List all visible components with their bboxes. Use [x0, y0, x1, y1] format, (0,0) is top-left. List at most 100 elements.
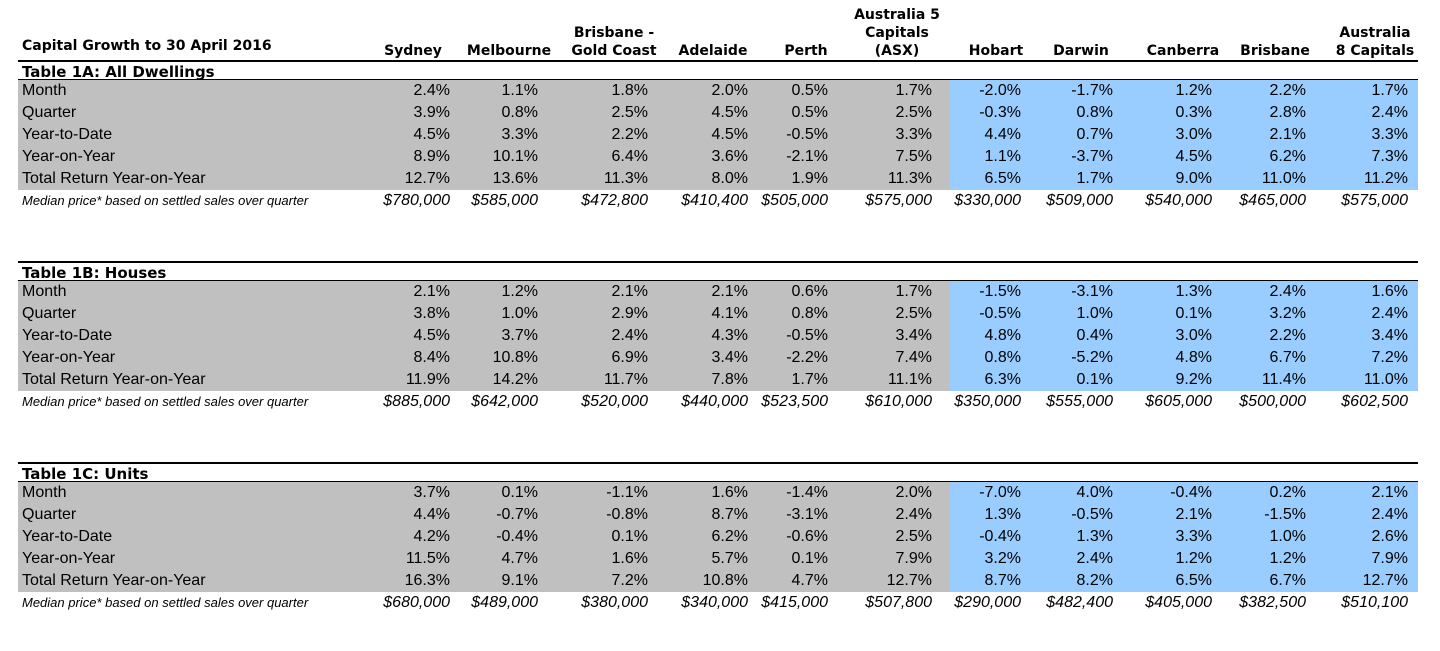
table-cell: 11.4%	[1261, 371, 1306, 388]
table-cell: 3.4%	[1371, 327, 1408, 344]
column-header: Sydney	[384, 43, 442, 59]
table-cell: 1.2%	[1175, 82, 1212, 99]
table-cell: 4.5%	[413, 126, 450, 143]
table-cell: 4.4%	[984, 126, 1021, 143]
table-cell: -1.5%	[979, 283, 1021, 300]
median-price-cell: $472,800	[581, 192, 648, 209]
table-row: Year-to-Date 4.5% 3.3% 2.2% 4.5% -0.5% 3.3% 4.4…	[18, 124, 1418, 146]
table-cell: 2.2%	[1269, 327, 1306, 344]
row-label: Quarter	[22, 104, 77, 121]
blue-band	[950, 124, 1418, 146]
table-cell: 4.5%	[1175, 148, 1212, 165]
table-cell: 10.8%	[702, 572, 748, 589]
table-cell: 7.9%	[895, 550, 932, 567]
table-1b-houses: Table 1B: Houses Month 2.1% 1.2% 2.1% 2.1% 0.…	[18, 261, 1418, 413]
table-cell: 0.4%	[1076, 327, 1113, 344]
blue-band	[950, 146, 1418, 168]
table-cell: 2.4%	[413, 82, 450, 99]
table-cell: 1.2%	[1175, 550, 1212, 567]
median-price-cell: $290,000	[954, 594, 1021, 611]
table-cell: -0.3%	[979, 104, 1021, 121]
table-cell: 2.1%	[711, 283, 748, 300]
table-cell: -2.0%	[979, 82, 1021, 99]
blue-band	[950, 325, 1418, 347]
table-cell: -1.4%	[786, 484, 828, 501]
row-label: Total Return Year-on-Year	[22, 572, 206, 589]
table-cell: 12.7%	[404, 170, 450, 187]
median-price-cell: $405,000	[1145, 594, 1212, 611]
table-cell: 1.7%	[791, 371, 828, 388]
table-cell: -0.5%	[1071, 506, 1113, 523]
table-cell: 4.4%	[413, 506, 450, 523]
table-cell: 4.0%	[1076, 484, 1113, 501]
table-cell: 1.3%	[1175, 283, 1212, 300]
median-price-cell: $523,500	[761, 393, 828, 410]
column-header: Canberra	[1146, 43, 1220, 59]
table-row: Month 2.1% 1.2% 2.1% 2.1% 0.6% 1.7% -1.5% -3.1% 1…	[18, 281, 1418, 303]
table-cell: 0.5%	[791, 104, 828, 121]
table-cell: 1.0%	[1076, 305, 1113, 322]
table-cell: 3.3%	[1371, 126, 1408, 143]
table-cell: 4.1%	[711, 305, 748, 322]
table-cell: -3.1%	[1071, 283, 1113, 300]
table-row: Total Return Year-on-Year 16.3% 9.1% 7.2% 10…	[18, 570, 1418, 592]
table-cell: -3.7%	[1071, 148, 1113, 165]
median-price-cell: $489,000	[471, 594, 538, 611]
table-body: Month 3.7% 0.1% -1.1% 1.6% -1.4% 2.0% -7.0% 4.0%…	[18, 482, 1418, 614]
table-cell: 7.9%	[1371, 550, 1408, 567]
table-cell: 3.6%	[711, 148, 748, 165]
table-cell: -0.6%	[786, 528, 828, 545]
table-cell: 8.9%	[413, 148, 450, 165]
table-cell: 0.7%	[1076, 126, 1113, 143]
table-row: Year-to-Date 4.2% -0.4% 0.1% 6.2% -0.6% 2.5% -0…	[18, 526, 1418, 548]
table-cell: 2.1%	[1175, 506, 1212, 523]
table-cell: 11.1%	[887, 371, 932, 388]
table-cell: 9.1%	[501, 572, 538, 589]
table-cell: 4.8%	[1175, 349, 1212, 366]
table-cell: 2.2%	[1269, 82, 1306, 99]
blue-band	[950, 281, 1418, 303]
table-cell: 0.8%	[501, 104, 538, 121]
table-cell: -1.1%	[606, 484, 648, 501]
column-header: Hobart	[968, 43, 1024, 59]
table-cell: 2.4%	[1371, 506, 1408, 523]
grey-band	[18, 347, 950, 369]
median-price-cell: $507,800	[865, 594, 932, 611]
table-row: Year-on-Year 8.4% 10.8% 6.9% 3.4% -2.2% 7.4% 0.…	[18, 347, 1418, 369]
table-cell: -0.4%	[1170, 484, 1212, 501]
table-cell: -0.5%	[786, 126, 828, 143]
grey-band	[18, 303, 950, 325]
table-cell: 7.8%	[711, 371, 748, 388]
table-cell: 2.1%	[1269, 126, 1306, 143]
table-cell: 1.3%	[984, 506, 1021, 523]
table-row: Month 2.4% 1.1% 1.8% 2.0% 0.5% 1.7% -2.0% -1.7% 1…	[18, 80, 1418, 102]
table-cell: 3.0%	[1175, 126, 1212, 143]
table-cell: 2.4%	[611, 327, 648, 344]
table-cell: 0.8%	[984, 349, 1021, 366]
table-cell: 0.2%	[1269, 484, 1306, 501]
table-cell: 10.8%	[492, 349, 538, 366]
table-1a-all-dwellings: Table 1A: All Dwellings Month 2.4% 1.1% 1.8…	[18, 60, 1418, 212]
median-price-label: Median price* based on settled sales ove…	[22, 193, 309, 208]
median-price-cell: $440,000	[681, 393, 748, 410]
table-cell: 6.7%	[1269, 349, 1306, 366]
table-cell: 1.8%	[611, 82, 648, 99]
median-price-cell: $330,000	[954, 192, 1021, 209]
column-header: Australia 5 Capitals (ASX)	[854, 7, 940, 59]
table-cell: 0.1%	[1076, 371, 1113, 388]
table-cell: 11.7%	[603, 371, 648, 388]
table-cell: 2.8%	[1269, 104, 1306, 121]
column-header: Melbourne	[466, 43, 552, 59]
table-cell: 1.7%	[1076, 170, 1113, 187]
median-price-row: Median price* based on settled sales ove…	[18, 592, 1418, 614]
table-cell: 13.6%	[492, 170, 538, 187]
table-cell: 2.4%	[1371, 305, 1408, 322]
table-cell: 2.4%	[1269, 283, 1306, 300]
table-cell: 6.5%	[984, 170, 1021, 187]
median-price-label: Median price* based on settled sales ove…	[22, 394, 309, 409]
table-cell: 4.3%	[711, 327, 748, 344]
table-cell: 8.4%	[413, 349, 450, 366]
table-cell: 2.0%	[711, 82, 748, 99]
table-cell: 4.8%	[984, 327, 1021, 344]
table-cell: 3.2%	[984, 550, 1021, 567]
